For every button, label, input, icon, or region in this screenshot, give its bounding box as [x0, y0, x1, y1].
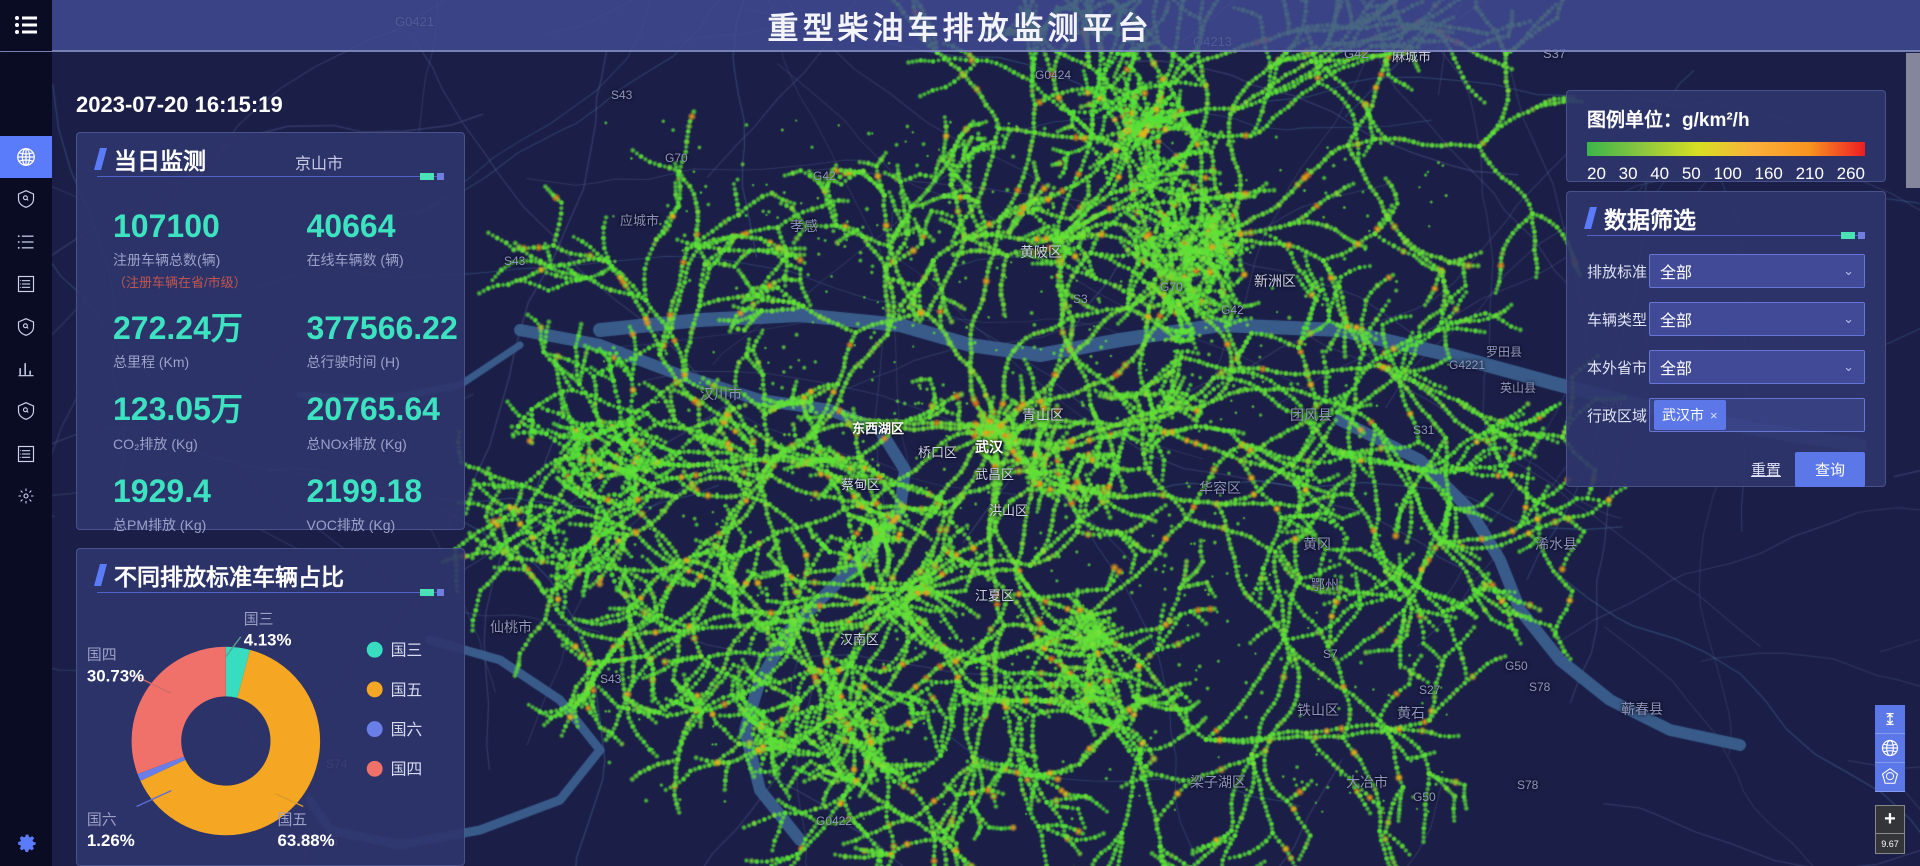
svg-text:国三: 国三: [391, 643, 423, 660]
svg-text:63.88%: 63.88%: [277, 831, 334, 850]
svg-text:30.73%: 30.73%: [87, 666, 144, 685]
svg-text:国六: 国六: [87, 811, 117, 828]
svg-text:国五: 国五: [277, 811, 307, 828]
svg-text:国四: 国四: [391, 762, 423, 779]
svg-text:国六: 国六: [391, 721, 423, 739]
svg-text:4.13%: 4.13%: [244, 631, 292, 650]
svg-text:国四: 国四: [87, 647, 117, 664]
svg-text:1.26%: 1.26%: [87, 831, 135, 850]
svg-text:国三: 国三: [244, 611, 274, 628]
svg-text:国五: 国五: [391, 682, 423, 699]
